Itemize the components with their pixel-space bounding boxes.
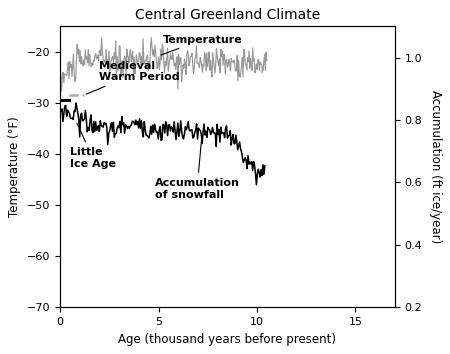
Text: Accumulation
of snowfall: Accumulation of snowfall bbox=[155, 139, 239, 200]
Text: Temperature: Temperature bbox=[161, 35, 242, 55]
Title: Central Greenland Climate: Central Greenland Climate bbox=[135, 8, 320, 22]
Y-axis label: Temperature (°F): Temperature (°F) bbox=[9, 116, 21, 217]
Y-axis label: Accumulation (ft ice/year): Accumulation (ft ice/year) bbox=[429, 90, 441, 244]
Text: Little
Ice Age: Little Ice Age bbox=[70, 123, 116, 169]
Text: Medieval
Warm Period: Medieval Warm Period bbox=[86, 61, 180, 94]
X-axis label: Age (thousand years before present): Age (thousand years before present) bbox=[118, 333, 337, 346]
